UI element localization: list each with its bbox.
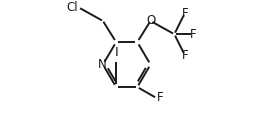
Text: O: O <box>146 14 155 27</box>
Text: F: F <box>182 49 188 62</box>
Text: Cl: Cl <box>66 1 78 14</box>
Text: F: F <box>182 6 188 19</box>
Text: N: N <box>98 58 107 71</box>
Text: F: F <box>157 91 164 104</box>
Text: F: F <box>190 28 196 41</box>
Text: I: I <box>114 46 118 59</box>
